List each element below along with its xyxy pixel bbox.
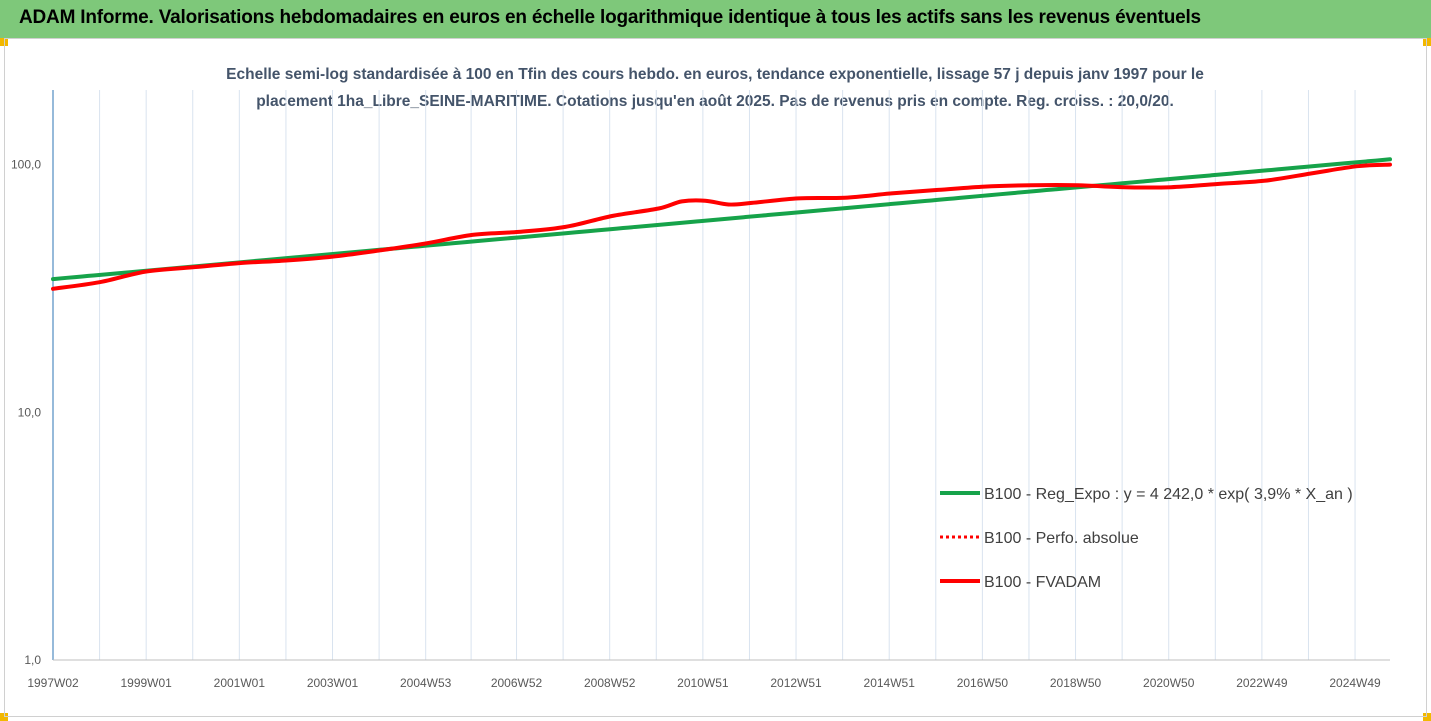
report-title: ADAM Informe. Valorisations hebdomadaire… (19, 7, 1201, 28)
x-tick-label: 2024W49 (1329, 676, 1381, 690)
chart-title-line-2: placement 1ha_Libre_SEINE-MARITIME. Cota… (256, 93, 1174, 110)
x-tick-label: 2001W01 (214, 676, 266, 690)
x-tick-label: 2003W01 (307, 676, 359, 690)
y-tick-label: 1,0 (24, 653, 41, 667)
corner-marker-bottom-right (1423, 713, 1431, 721)
gridlines (52, 90, 1356, 660)
series-line-0 (51, 157, 1392, 282)
chart-title-line-1: Echelle semi-log standardisée à 100 en T… (226, 66, 1204, 83)
corner-marker-top-right (1423, 38, 1431, 46)
y-tick-label: 10,0 (18, 405, 42, 419)
corner-marker-bottom-left (0, 713, 8, 721)
x-tick-label: 2004W53 (400, 676, 452, 690)
legend-label-0: B100 - Reg_Expo : y = 4 242,0 * exp( 3,9… (984, 486, 1353, 503)
header-banner: ADAM Informe. Valorisations hebdomadaire… (0, 0, 1431, 38)
series-lines (51, 157, 1392, 291)
axes: 1,0 10,0 100,0 1997W02 1999W01 2001W01 2003W01… (11, 90, 1390, 690)
x-tick-label: 1997W02 (27, 676, 79, 690)
x-tick-label: 1999W01 (120, 676, 172, 690)
chart-frame (4, 38, 1427, 717)
x-tick-label: 2008W52 (584, 676, 636, 690)
x-tick-label: 2006W52 (491, 676, 543, 690)
x-tick-label: 2010W51 (677, 676, 729, 690)
x-tick-label: 2014W51 (864, 676, 916, 690)
legend-label-2: B100 - FVADAM (984, 574, 1101, 591)
x-tick-label: 2020W50 (1143, 676, 1195, 690)
legend: B100 - Reg_Expo : y = 4 242,0 * exp( 3,9… (940, 486, 1353, 591)
x-tick-label: 2016W50 (957, 676, 1009, 690)
legend-label-1: B100 - Perfo. absolue (984, 530, 1139, 547)
x-tick-label: 2018W50 (1050, 676, 1102, 690)
x-tick-label: 2022W49 (1236, 676, 1288, 690)
x-tick-label: 2012W51 (770, 676, 822, 690)
series-line-2 (51, 162, 1392, 291)
y-tick-label: 100,0 (11, 158, 41, 172)
